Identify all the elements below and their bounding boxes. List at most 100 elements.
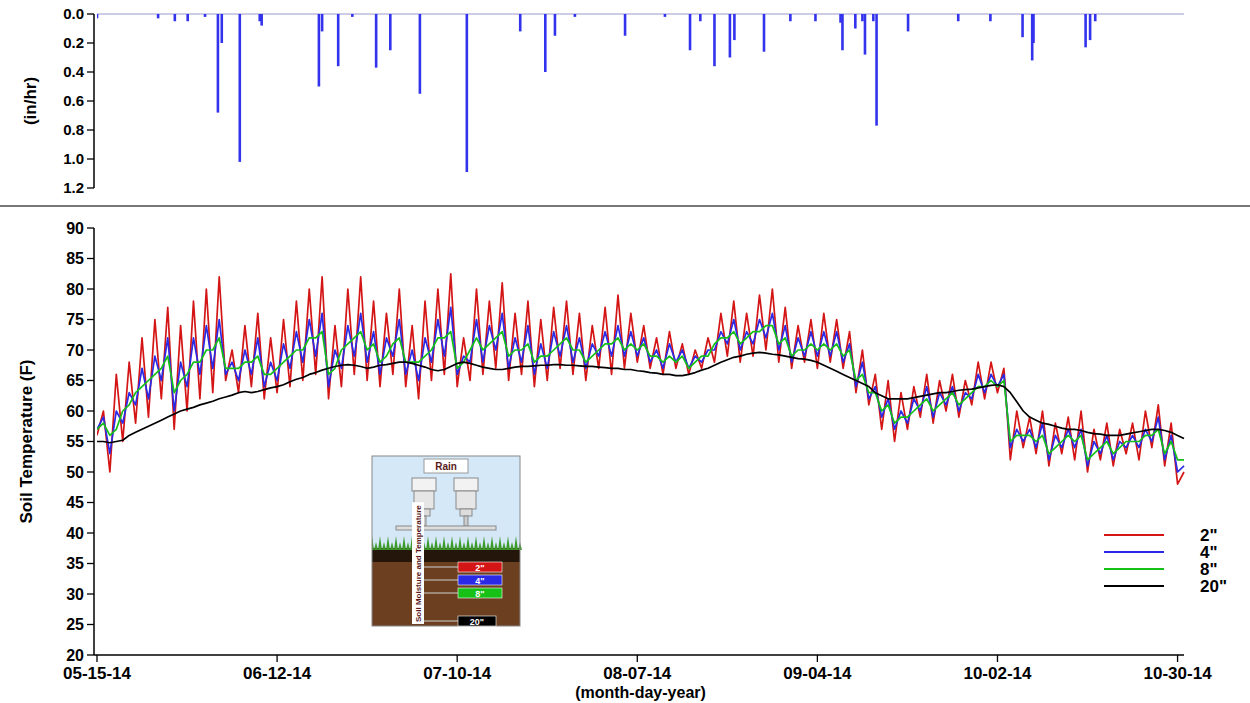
y-tick: [87, 441, 94, 442]
rain-bar: [861, 14, 864, 21]
y-tick-label: 70: [66, 342, 84, 359]
y-tick: [87, 532, 94, 533]
rain-bar: [375, 14, 378, 68]
x-tick-label: 10-02-14: [963, 664, 1032, 683]
legend-swatch: [1104, 534, 1164, 536]
gauge-top: [454, 478, 478, 491]
y-tick-label: 35: [66, 555, 84, 572]
gauge-platform: [396, 526, 496, 530]
rain-bar: [220, 14, 223, 43]
y-tick-label: 0.4: [63, 63, 85, 80]
y-tick-label: 0.0: [63, 5, 84, 22]
rain-bar: [789, 14, 792, 21]
y-tick-label: 1.0: [63, 150, 84, 167]
y-tick-label: 75: [66, 311, 84, 328]
rain-bar: [713, 14, 716, 66]
legend-label: 20": [1200, 577, 1227, 596]
rain-bar: [186, 14, 189, 21]
rain-bar: [1084, 14, 1087, 47]
rain-bar: [841, 14, 844, 50]
x-tick: [1177, 655, 1178, 662]
y-axis-title: (in/hr): [21, 77, 40, 125]
y-tick: [87, 593, 94, 594]
rain-bar: [321, 14, 324, 31]
rain-bar: [174, 14, 177, 21]
series-line: [97, 326, 1184, 460]
inset-border: [372, 456, 520, 626]
y-tick-label: 0.6: [63, 92, 84, 109]
inset-sensor-label: 8": [475, 589, 484, 599]
y-tick-label: 0.8: [63, 121, 84, 138]
y-tick-label: 50: [66, 464, 84, 481]
y-tick: [87, 288, 94, 289]
rain-bar: [519, 14, 522, 31]
y-tick-label: 1.2: [63, 179, 84, 196]
y-tick-label: 40: [66, 525, 84, 542]
series-line: [97, 352, 1184, 442]
x-tick-label: 06-12-14: [243, 664, 312, 683]
y-tick: [87, 349, 94, 350]
rain-bar: [318, 14, 321, 87]
y-tick: [87, 502, 94, 503]
inset-rain-box: [424, 459, 468, 473]
y-tick-label: 65: [66, 372, 84, 389]
y-tick: [87, 654, 94, 655]
inset-label-strip: [412, 502, 424, 624]
y-tick-label: 60: [66, 403, 84, 420]
inset-grass: [372, 536, 522, 550]
chart-root: 0.00.20.40.60.81.01.2(in/hr)202530354045…: [0, 0, 1250, 703]
y-tick: [87, 42, 94, 43]
y-tick: [87, 71, 94, 72]
y-tick-label: 30: [66, 586, 84, 603]
rain-bar: [907, 14, 910, 31]
inset-sensor-label: 4": [475, 576, 484, 586]
x-axis-title: (month-day-year): [575, 684, 706, 701]
y-tick-label: 90: [66, 220, 84, 237]
inset-topsoil: [372, 548, 520, 562]
rain-bar: [554, 14, 557, 36]
x-tick-label: 07-10-14: [423, 664, 492, 683]
inset-sensor: [458, 575, 502, 585]
rain-bar: [689, 14, 692, 50]
x-axis-line: [94, 654, 1184, 656]
inset-sensor-label: 20": [470, 617, 484, 627]
x-tick-label: 09-04-14: [783, 664, 852, 683]
rain-bar: [544, 14, 547, 72]
rain-bar: [1021, 14, 1024, 37]
rain-bar: [204, 14, 207, 17]
y-tick: [87, 13, 94, 14]
inset-diagram: Rain2"4"8"20"Soil Moisture and Temperatu…: [372, 456, 522, 627]
y-tick: [87, 187, 94, 188]
y-tick: [87, 158, 94, 159]
gauge-base: [460, 509, 472, 516]
x-tick: [96, 655, 97, 662]
y-tick: [87, 624, 94, 625]
inset-leader: [424, 567, 458, 568]
y-tick: [87, 100, 94, 101]
y-tick-label: 0.2: [63, 34, 84, 51]
y-tick-label: 25: [66, 616, 84, 633]
y-tick: [87, 258, 94, 259]
rain-bar: [1089, 14, 1092, 40]
rain-bar: [1094, 14, 1097, 21]
rain-bar: [814, 14, 817, 21]
rain-bar: [763, 14, 766, 52]
rain-bar: [957, 14, 960, 21]
x-tick: [276, 655, 277, 662]
panel-separator: [0, 205, 1250, 207]
y-tick: [87, 380, 94, 381]
rain-bar: [875, 14, 878, 126]
y-tick: [87, 563, 94, 564]
rain-bar: [699, 14, 702, 21]
x-tick-label: 08-07-14: [603, 664, 672, 683]
inset-sensor: [458, 562, 502, 572]
legend: 2"4"8"20": [1104, 526, 1227, 596]
y-tick-label: 55: [66, 433, 84, 450]
rain-bar: [664, 14, 667, 17]
y-tick: [87, 319, 94, 320]
rain-bar: [97, 14, 98, 18]
legend-swatch: [1104, 551, 1164, 553]
rain-bar: [864, 14, 867, 55]
rain-bar: [466, 14, 469, 172]
y-tick: [87, 129, 94, 130]
